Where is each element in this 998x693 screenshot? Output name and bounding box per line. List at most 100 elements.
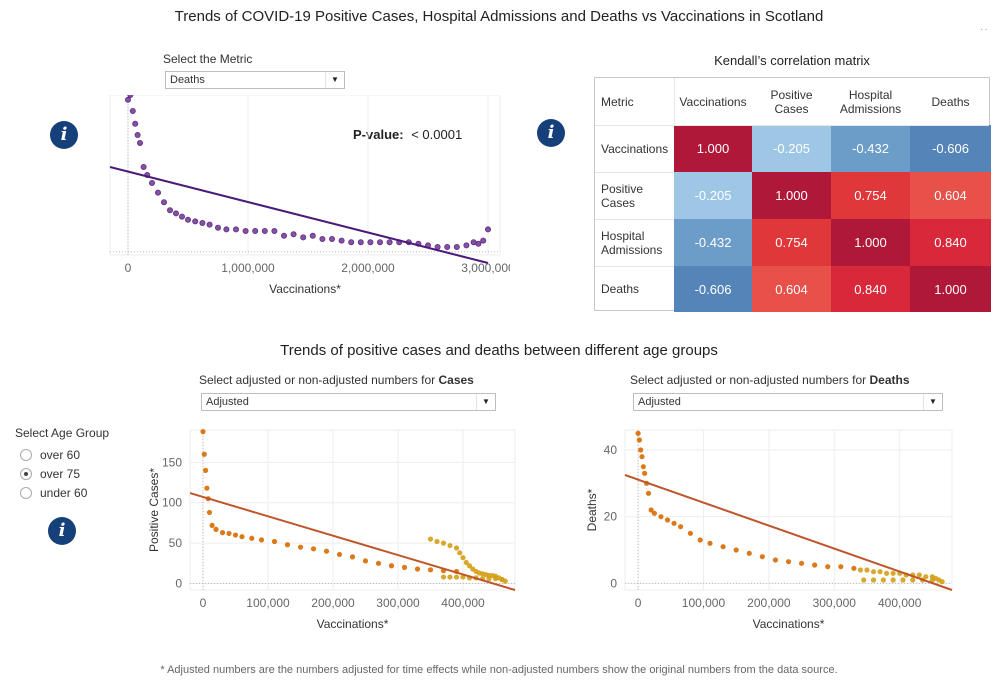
deaths-select-label-text: Select adjusted or non-adjusted numbers …: [630, 373, 870, 387]
deaths-select-label: Select adjusted or non-adjusted numbers …: [630, 373, 910, 387]
cases-adjust-value: Adjusted: [206, 396, 249, 408]
data-point: [271, 227, 278, 234]
correlation-title: Kendall’s correlation matrix: [714, 53, 870, 68]
data-point: [155, 189, 162, 196]
matrix-value-cell: -0.205: [752, 125, 831, 172]
data-point: [687, 530, 693, 536]
age-option-over-60[interactable]: over 60: [20, 448, 80, 462]
data-point: [475, 240, 482, 247]
data-point: [215, 224, 222, 231]
data-point: [242, 227, 249, 234]
y-tick-label: 100: [162, 496, 182, 510]
data-point: [401, 564, 408, 570]
matrix-value-cell: -0.432: [831, 125, 910, 172]
data-point: [440, 540, 447, 546]
data-point: [453, 243, 460, 250]
data-point: [900, 577, 906, 583]
y-axis-label: Deaths*: [585, 488, 599, 531]
data-point: [939, 579, 945, 585]
data-point: [362, 558, 369, 564]
chevron-down-icon[interactable]: ▼: [325, 72, 344, 88]
data-point: [200, 429, 206, 435]
more-options-icon[interactable]: ··: [980, 24, 989, 35]
data-point: [300, 234, 307, 241]
x-tick-label: 1,000,000: [221, 261, 275, 275]
y-tick-label: 20: [604, 510, 618, 524]
data-point: [223, 226, 230, 233]
data-point: [864, 567, 870, 573]
data-point: [453, 545, 460, 551]
data-point: [140, 164, 147, 171]
data-point: [466, 563, 473, 569]
data-point: [319, 235, 326, 242]
data-point: [890, 577, 896, 583]
matrix-corner-label: Metric: [601, 94, 634, 109]
cases-adjust-select[interactable]: Adjusted ▼: [201, 393, 496, 411]
data-point: [127, 95, 134, 98]
data-point: [280, 232, 287, 239]
data-point: [499, 576, 505, 583]
data-point: [310, 546, 317, 552]
radio-button[interactable]: [20, 468, 32, 480]
data-point: [440, 574, 447, 580]
data-point: [861, 577, 867, 583]
plot-area: [109, 95, 501, 256]
matrix-value-cell: 1.000: [674, 125, 752, 172]
data-point: [336, 551, 343, 558]
x-tick-label: 200,000: [311, 596, 355, 610]
x-tick-label: 3,000,000: [461, 261, 510, 275]
data-point: [457, 550, 463, 556]
radio-button[interactable]: [20, 487, 32, 499]
data-point: [375, 560, 382, 566]
plot-area: [624, 429, 953, 591]
data-point: [923, 574, 929, 580]
metric-select[interactable]: Deaths ▼: [165, 71, 345, 89]
matrix-divider: [595, 219, 674, 220]
data-point: [447, 574, 453, 580]
data-point: [434, 538, 440, 545]
matrix-value-cell: 0.840: [831, 266, 910, 312]
y-tick-label: 0: [175, 577, 182, 591]
data-point: [677, 524, 684, 530]
data-point: [173, 210, 180, 217]
data-point: [167, 207, 174, 214]
age-option-under-60[interactable]: under 60: [20, 486, 87, 500]
chevron-down-icon[interactable]: ▼: [923, 394, 942, 410]
age-group-label: Select Age Group: [15, 426, 110, 440]
data-point: [720, 544, 726, 550]
data-point: [838, 564, 844, 570]
deaths-adjust-select[interactable]: Adjusted ▼: [633, 393, 943, 411]
data-point: [239, 534, 245, 540]
deaths-vs-vaccinations-chart: 0 100,000 200,000 300,000 400,000 0 20 40 Vaccin…: [585, 429, 953, 631]
matrix-value-cell: 1.000: [910, 266, 991, 312]
data-point: [249, 535, 255, 541]
matrix-column-header: Positive Cases: [770, 87, 813, 116]
radio-button[interactable]: [20, 449, 32, 461]
data-point: [707, 540, 713, 546]
cases-vs-vaccinations-chart: 0 100,000 200,000 300,000 400,000 0 50 100 150 Va…: [147, 429, 516, 631]
data-point: [357, 239, 364, 246]
data-point: [284, 542, 291, 548]
data-point: [638, 447, 644, 453]
info-icon[interactable]: i: [48, 517, 76, 545]
data-point: [149, 180, 156, 187]
age-option-over-75[interactable]: over 75: [20, 467, 80, 481]
data-point: [447, 542, 453, 549]
matrix-row-label: Deaths: [601, 282, 640, 296]
data-point: [427, 567, 434, 573]
data-point: [877, 569, 883, 575]
chevron-down-icon[interactable]: ▼: [476, 394, 495, 410]
data-point: [486, 576, 492, 582]
y-tick-label: 150: [162, 455, 182, 469]
data-point: [261, 227, 268, 234]
page-title: Trends of COVID-19 Positive Cases, Hospi…: [174, 8, 824, 25]
data-point: [463, 559, 469, 566]
matrix-column-header: Vaccinations: [679, 94, 747, 109]
info-icon[interactable]: i: [537, 119, 565, 147]
data-point: [639, 454, 645, 460]
info-icon[interactable]: i: [50, 121, 78, 149]
cases-select-label-text: Select adjusted or non-adjusted numbers …: [199, 373, 439, 387]
data-point: [328, 235, 335, 242]
data-point: [746, 550, 752, 556]
plot-area: [189, 429, 516, 591]
